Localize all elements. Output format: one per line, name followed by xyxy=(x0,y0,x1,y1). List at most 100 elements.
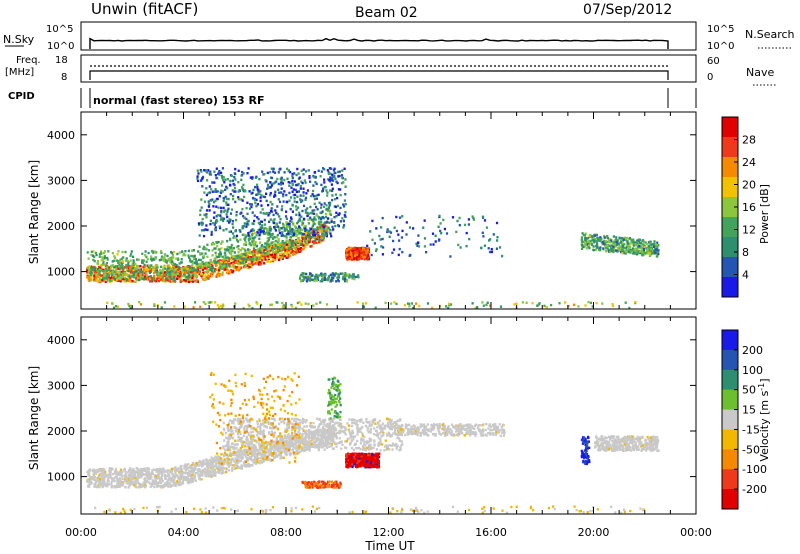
scatter-cell xyxy=(214,188,217,191)
scatter-cell xyxy=(336,181,339,185)
scatter-cell xyxy=(366,244,369,248)
scatter-cell xyxy=(468,237,471,241)
scatter-cell xyxy=(97,484,100,487)
scatter-cell xyxy=(256,244,259,248)
scatter-cell xyxy=(311,278,314,282)
scatter-cell xyxy=(300,240,303,243)
scatter-cell xyxy=(331,225,334,229)
scatter-cell xyxy=(225,213,228,216)
scatter-cell xyxy=(225,203,228,207)
scatter-cell xyxy=(255,261,258,265)
scatter-cell xyxy=(155,263,158,267)
scatter-cell xyxy=(296,195,299,198)
scatter-cell xyxy=(255,257,258,260)
scatter-cell xyxy=(126,259,129,263)
scatter-cell xyxy=(274,181,277,184)
scatter-cell xyxy=(103,472,106,475)
scatter-cell xyxy=(208,474,211,477)
scatter-cell xyxy=(90,277,93,280)
power-heatmap xyxy=(86,167,660,310)
scatter-cell xyxy=(185,271,188,274)
scatter-cell xyxy=(110,278,113,282)
scatter-cell xyxy=(342,272,345,275)
scatter-cell xyxy=(155,279,158,283)
scatter-cell xyxy=(230,268,233,272)
scatter-cell xyxy=(114,275,117,278)
scatter-cell xyxy=(86,276,89,279)
scatter-cell xyxy=(156,266,159,269)
scatter-cell xyxy=(118,265,121,268)
scatter-cell xyxy=(357,274,360,277)
scatter-cell xyxy=(272,241,275,244)
scatter-cell xyxy=(220,191,223,195)
scatter-cell xyxy=(245,217,248,221)
scatter-cell xyxy=(312,221,315,224)
scatter-cell xyxy=(266,242,269,246)
scatter-cell xyxy=(220,209,223,213)
scatter-cell xyxy=(423,219,426,222)
scatter-cell xyxy=(98,270,101,273)
scatter-cell xyxy=(204,270,207,274)
scatter-cell xyxy=(319,434,322,438)
scatter-cell xyxy=(253,198,257,202)
scatter-cell xyxy=(144,250,147,253)
scatter-cell xyxy=(280,245,283,248)
scatter-cell xyxy=(251,263,254,266)
scatter-cell xyxy=(400,236,403,239)
scatter-cell xyxy=(490,248,493,251)
scatter-cell xyxy=(641,251,644,255)
scatter-cell xyxy=(343,167,346,170)
scatter-cell xyxy=(326,220,329,223)
scatter-cell xyxy=(277,188,280,191)
scatter-cell xyxy=(398,247,401,251)
scatter-cell xyxy=(116,478,119,482)
scatter-cell xyxy=(232,226,235,229)
scatter-cell xyxy=(110,265,114,268)
scatter-cell xyxy=(195,260,198,263)
scatter-cell xyxy=(291,172,294,176)
scatter-cell xyxy=(221,469,224,472)
scatter-cell xyxy=(234,167,237,171)
scatter-cell xyxy=(269,194,272,197)
scatter-cell xyxy=(183,278,186,282)
scatter-cell xyxy=(395,229,398,233)
scatter-cell xyxy=(351,274,354,277)
scatter-cell xyxy=(255,301,258,304)
scatter-cell xyxy=(234,230,237,233)
scatter-cell xyxy=(248,304,251,308)
scatter-cell xyxy=(213,211,216,214)
scatter-cell xyxy=(176,268,179,272)
scatter-cell xyxy=(116,272,119,276)
scatter-cell xyxy=(330,279,333,282)
scatter-cell xyxy=(247,450,250,453)
scatter-cell xyxy=(280,191,283,194)
scatter-cell xyxy=(174,467,177,470)
scatter-cell xyxy=(109,279,112,282)
scatter-cell xyxy=(153,303,156,306)
scatter-cell xyxy=(353,249,356,252)
scatter-cell xyxy=(487,247,490,250)
scatter-cell xyxy=(203,267,206,270)
scatter-cell xyxy=(587,300,590,304)
scatter-cell xyxy=(227,203,230,206)
scatter-cell xyxy=(279,218,282,221)
scatter-cell xyxy=(610,244,613,247)
scatter-cell xyxy=(299,249,303,252)
scatter-cell xyxy=(194,257,197,261)
scatter-cell xyxy=(244,256,247,259)
scatter-cell xyxy=(269,191,272,195)
scatter-cell xyxy=(599,248,602,252)
colorbar-tick-label: 24 xyxy=(742,156,756,169)
scatter-cell xyxy=(209,260,212,263)
scatter-cell xyxy=(332,179,335,182)
scatter-cell xyxy=(269,255,272,258)
scatter-cell xyxy=(150,257,153,261)
scatter-cell xyxy=(180,267,184,271)
scatter-cell xyxy=(238,266,241,269)
scatter-cell xyxy=(250,203,253,206)
scatter-cell xyxy=(240,453,243,457)
station-title: Unwin (fitACF) xyxy=(91,0,198,18)
nsky-tick-bottom: 10^0 xyxy=(47,41,74,52)
scatter-cell xyxy=(301,233,304,236)
scatter-cell xyxy=(205,193,208,197)
